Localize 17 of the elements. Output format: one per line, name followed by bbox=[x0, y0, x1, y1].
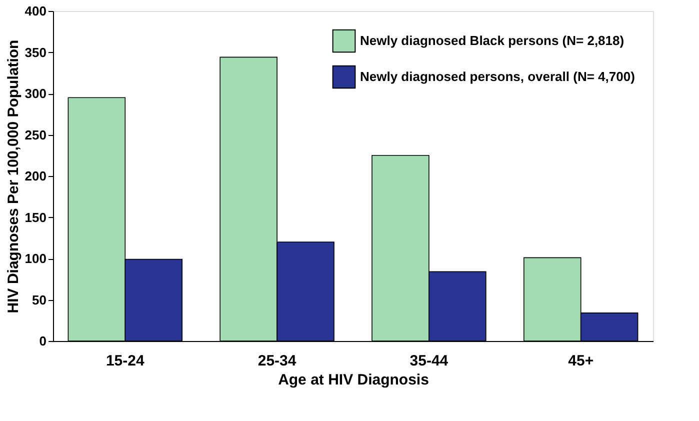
y-tick-label: 50 bbox=[32, 292, 46, 308]
x-tick-label: 25-34 bbox=[258, 352, 297, 370]
x-tick-label: 15-24 bbox=[106, 352, 145, 370]
x-axis-title: Age at HIV Diagnosis bbox=[278, 372, 429, 388]
x-tick-label: 45+ bbox=[568, 352, 594, 370]
y-tick-label: 0 bbox=[39, 334, 46, 348]
y-tick-label: 400 bbox=[24, 4, 46, 18]
legend-label: Newly diagnosed persons, overall (N= 4,700) bbox=[360, 69, 635, 84]
x-tick-label: 35-44 bbox=[410, 352, 449, 370]
y-tick-label: 250 bbox=[24, 127, 46, 142]
legend-label: Newly diagnosed Black persons (N= 2,818) bbox=[360, 33, 624, 48]
y-tick-label: 100 bbox=[24, 251, 46, 266]
y-tick-label: 350 bbox=[24, 44, 46, 60]
y-tick-label: 300 bbox=[24, 86, 46, 101]
y-tick-label: 200 bbox=[24, 168, 46, 184]
y-axis-title: HIV Diagnoses Per 100,000 Population bbox=[4, 40, 22, 314]
y-tick-label: 150 bbox=[24, 210, 46, 225]
